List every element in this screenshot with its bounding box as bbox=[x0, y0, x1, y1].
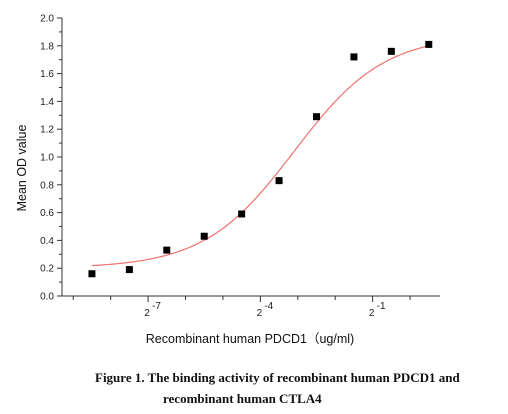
x-tick-label: 2 bbox=[144, 308, 150, 319]
data-point bbox=[163, 246, 171, 254]
data-point bbox=[350, 53, 358, 61]
y-tick-label: 0.0 bbox=[40, 292, 54, 303]
y-tick-label: 1.6 bbox=[40, 69, 54, 80]
y-tick-label: 1.8 bbox=[40, 41, 54, 52]
data-point bbox=[312, 113, 320, 121]
x-axis-label: Recombinant human PDCD1（ug/ml) bbox=[146, 332, 354, 346]
fit-curve bbox=[91, 45, 429, 267]
x-tick-label: 2 bbox=[369, 308, 375, 319]
figure-caption-line-2: recombinant human CTLA4 bbox=[163, 391, 322, 406]
y-tick-label: 1.0 bbox=[40, 153, 54, 164]
y-tick-label: 1.2 bbox=[40, 125, 54, 136]
figure-caption-line-1: Figure 1. The binding activity of recomb… bbox=[95, 370, 460, 385]
x-tick-exponent: -4 bbox=[264, 301, 273, 312]
y-tick-label: 1.4 bbox=[40, 97, 54, 108]
data-point bbox=[125, 266, 133, 274]
x-tick-exponent: -7 bbox=[152, 301, 161, 312]
fit-curve-group bbox=[91, 45, 429, 267]
y-tick-label: 0.8 bbox=[40, 180, 54, 191]
data-point bbox=[238, 210, 246, 218]
y-axis-label: Mean OD value bbox=[15, 125, 29, 212]
y-tick-label: 0.2 bbox=[40, 264, 54, 275]
y-tick-label: 0.4 bbox=[40, 236, 54, 247]
data-point bbox=[387, 47, 395, 55]
data-points-group bbox=[88, 40, 433, 278]
y-tick-label: 0.6 bbox=[40, 208, 54, 219]
data-point bbox=[275, 177, 283, 185]
binding-curve-chart: 0.00.20.40.60.81.01.21.41.61.82.02-72-42… bbox=[15, 14, 440, 346]
chart-axes: 0.00.20.40.60.81.01.21.41.61.82.02-72-42… bbox=[40, 14, 440, 319]
data-point bbox=[200, 232, 208, 240]
data-point bbox=[425, 40, 433, 48]
x-tick-exponent: -1 bbox=[377, 301, 386, 312]
x-tick-label: 2 bbox=[257, 308, 263, 319]
y-tick-label: 2.0 bbox=[40, 14, 54, 25]
data-point bbox=[88, 270, 96, 278]
